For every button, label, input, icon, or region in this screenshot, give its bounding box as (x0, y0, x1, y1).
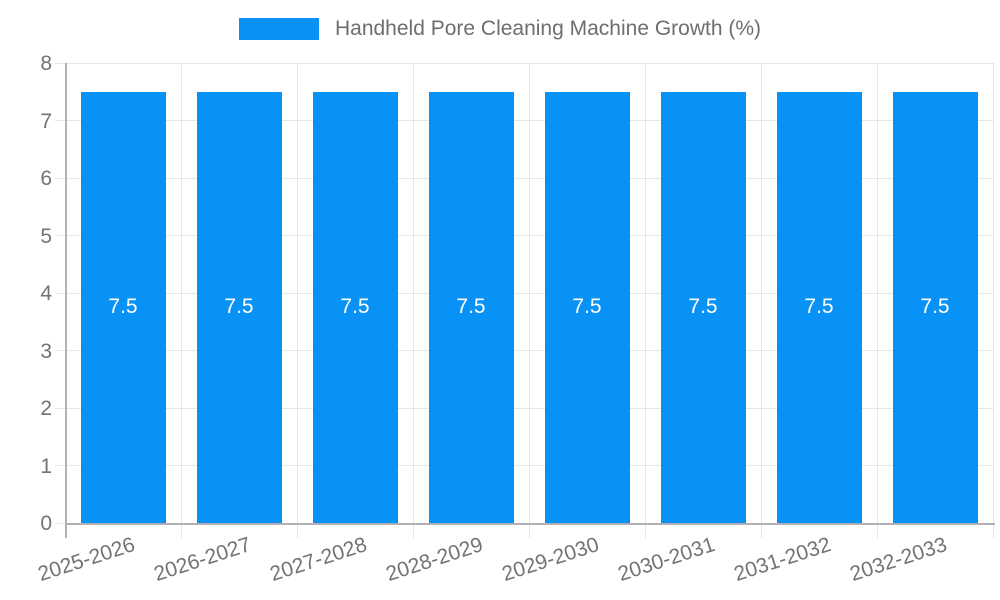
y-tick-label: 3 (40, 339, 52, 363)
gridline-y (55, 292, 993, 294)
bar-value-label: 7.5 (456, 295, 486, 319)
bar-value-label: 7.5 (340, 295, 370, 319)
bar: 7.5 (892, 91, 978, 523)
bar: 7.5 (196, 91, 282, 523)
bar-value-label: 7.5 (688, 295, 718, 319)
y-tick-label: 5 (40, 224, 52, 248)
gridline-x (876, 63, 878, 538)
gridline-y (55, 177, 993, 179)
gridline-y (55, 350, 993, 351)
gridline-x (528, 63, 530, 538)
bar-value-label: 7.5 (108, 295, 138, 319)
bar: 7.5 (428, 91, 514, 523)
gridline-x (180, 63, 182, 538)
gridline-y (55, 465, 993, 466)
bar: 7.5 (80, 91, 166, 523)
gridline-x (412, 63, 414, 538)
bar: 7.5 (660, 91, 746, 523)
gridline-y (55, 407, 993, 409)
y-tick-label: 8 (40, 52, 52, 75)
y-tick-label: 0 (40, 512, 52, 535)
bar-value-label: 7.5 (572, 295, 602, 319)
y-tick-label: 4 (40, 282, 52, 305)
gridline-y (55, 235, 993, 236)
y-tick-mark (55, 522, 65, 524)
bar: 7.5 (544, 91, 630, 523)
plot-area: 0 1 2 3 4 5 6 7 8 7.5 7.5 7.5 7.5 7.5 7.5 7.5 7.5 2025-20… (35, 53, 995, 586)
legend: Handheld Pore Cleaning Machine Growth (%… (0, 17, 1000, 41)
bar-value-label: 7.5 (224, 295, 254, 319)
gridline-x (992, 63, 994, 538)
gridline-x (296, 63, 298, 538)
y-tick-label: 7 (40, 109, 52, 133)
bar: 7.5 (776, 91, 862, 523)
gridline-x (760, 63, 762, 538)
bar-value-label: 7.5 (804, 295, 834, 319)
legend-swatch[interactable] (238, 18, 319, 40)
y-tick-label: 2 (40, 397, 52, 420)
bar: 7.5 (312, 91, 398, 523)
legend-label[interactable]: Handheld Pore Cleaning Machine Growth (%… (334, 17, 762, 40)
y-tick-label: 1 (40, 454, 52, 478)
gridline-x (644, 63, 646, 538)
gridline-y (55, 120, 993, 121)
bar-value-label: 7.5 (920, 295, 950, 319)
y-tick-label: 6 (40, 167, 52, 190)
y-axis-line (65, 63, 67, 538)
gridline-y (55, 62, 993, 64)
x-axis-line (65, 523, 995, 525)
